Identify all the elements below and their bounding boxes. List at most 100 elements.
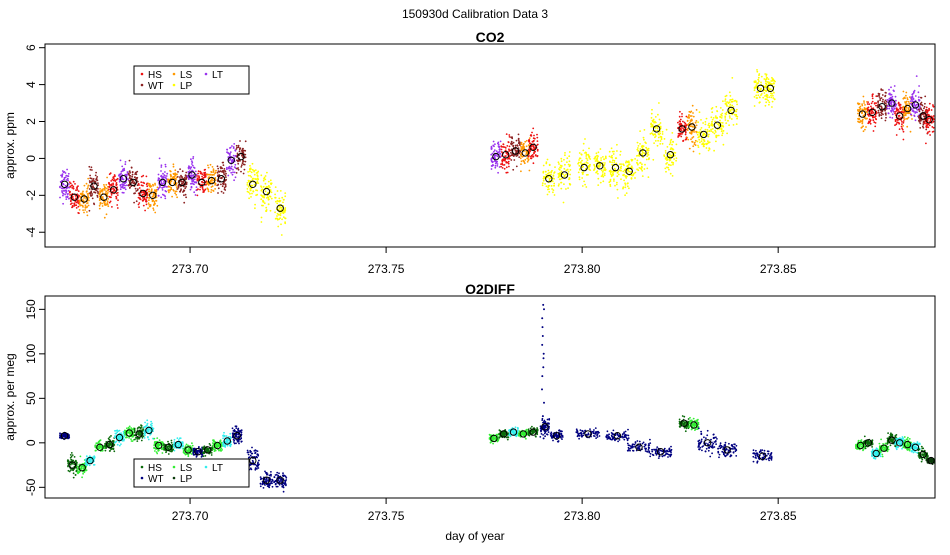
co2-data-point <box>551 188 553 190</box>
co2-data-point <box>641 166 643 168</box>
co2-data-point <box>66 179 68 181</box>
co2-data-point <box>698 146 700 148</box>
co2-data-point <box>64 190 66 192</box>
co2-data-point <box>118 175 120 177</box>
co2-data-point <box>558 185 560 187</box>
co2-data-point <box>62 188 64 190</box>
co2-data-point <box>536 137 538 139</box>
co2-data-point <box>281 218 283 220</box>
co2-data-point <box>183 202 185 204</box>
co2-data-point <box>918 85 920 87</box>
co2-data-point <box>888 89 890 91</box>
co2-data-point <box>924 103 926 105</box>
co2-data-point <box>613 151 615 153</box>
o2diff-data-point <box>73 477 75 479</box>
co2-cluster <box>650 102 664 161</box>
co2-data-point <box>223 164 225 166</box>
co2-data-point <box>697 132 699 134</box>
co2-data-point <box>532 156 534 158</box>
co2-data-point <box>176 196 178 198</box>
co2-data-point <box>888 108 890 110</box>
co2-data-point <box>699 111 701 113</box>
co2-data-point <box>175 178 177 180</box>
co2-data-point <box>632 175 634 177</box>
co2-data-point <box>670 148 672 150</box>
co2-data-point <box>536 156 538 158</box>
co2-data-point <box>582 150 584 152</box>
co2-data-point <box>97 182 99 184</box>
co2-data-point <box>899 128 901 130</box>
co2-data-point <box>726 112 728 114</box>
co2-data-point <box>116 184 118 186</box>
co2-data-point <box>104 189 106 191</box>
co2-data-point <box>587 159 589 161</box>
co2-data-point <box>864 129 866 131</box>
co2-data-point <box>773 92 775 94</box>
co2-data-point <box>722 122 724 124</box>
co2-data-point <box>861 105 863 107</box>
co2-data-point <box>534 151 536 153</box>
co2-legend-label: LT <box>212 70 223 81</box>
o2diff-data-point <box>125 437 127 439</box>
co2-data-point <box>669 144 671 146</box>
co2-data-point <box>82 205 84 207</box>
co2-data-point <box>271 182 273 184</box>
co2-data-point <box>257 179 259 181</box>
co2-data-point <box>680 136 682 138</box>
co2-data-point <box>500 166 502 168</box>
co2-data-point <box>567 187 569 189</box>
co2-data-point <box>903 131 905 133</box>
co2-data-point <box>879 114 881 116</box>
o2diff-data-point <box>141 440 143 442</box>
o2diff-data-point <box>95 446 97 448</box>
co2-data-point <box>926 107 928 109</box>
co2-data-point <box>138 184 140 186</box>
co2-cluster <box>924 103 935 145</box>
o2diff-data-point <box>71 456 73 458</box>
co2-data-point <box>153 204 155 206</box>
co2-data-point <box>733 100 735 102</box>
co2-data-point <box>247 182 249 184</box>
co2-data-point <box>663 154 665 156</box>
co2-data-point <box>620 166 622 168</box>
co2-data-point <box>499 149 501 151</box>
co2-data-point <box>770 83 772 85</box>
co2-data-point <box>90 191 92 193</box>
co2-data-point <box>913 98 915 100</box>
co2-data-point <box>617 170 619 172</box>
co2-data-point <box>722 109 724 111</box>
co2-data-point <box>711 108 713 110</box>
co2-data-point <box>862 125 864 127</box>
co2-data-point <box>666 162 668 164</box>
co2-data-point <box>498 144 500 146</box>
co2-data-point <box>651 113 653 115</box>
co2-data-point <box>894 111 896 113</box>
co2-data-point <box>113 189 115 191</box>
co2-data-point <box>872 101 874 103</box>
co2-data-point <box>99 188 101 190</box>
co2-data-point <box>232 171 234 173</box>
co2-data-point <box>121 177 123 179</box>
co2-data-point <box>520 157 522 159</box>
co2-data-point <box>723 130 725 132</box>
co2-data-point <box>875 115 877 117</box>
co2-data-point <box>605 169 607 171</box>
co2-data-point <box>82 209 84 211</box>
co2-data-point <box>863 100 865 102</box>
co2-data-point <box>857 113 859 115</box>
co2-data-point <box>131 167 133 169</box>
co2-data-point <box>536 134 538 136</box>
co2-data-point <box>503 144 505 146</box>
o2diff-data-point <box>202 452 204 454</box>
co2-data-point <box>173 173 175 175</box>
co2-data-point <box>225 175 227 177</box>
co2-data-point <box>511 136 513 138</box>
co2-data-point <box>160 166 162 168</box>
co2-data-point <box>719 120 721 122</box>
co2-data-point <box>518 139 520 141</box>
co2-data-point <box>666 157 668 159</box>
co2-data-point <box>505 172 507 174</box>
co2-data-point <box>284 217 286 219</box>
co2-data-point <box>771 106 773 108</box>
co2-data-point <box>221 191 223 193</box>
